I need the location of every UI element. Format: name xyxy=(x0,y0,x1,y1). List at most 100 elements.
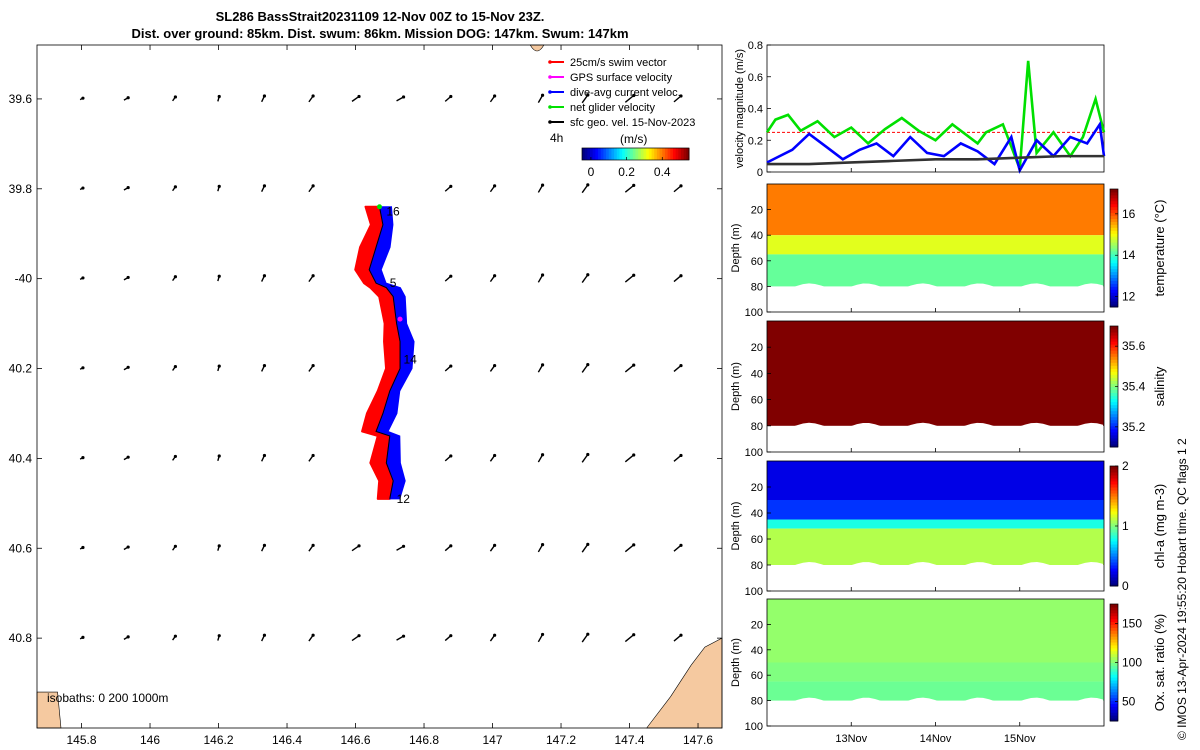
colorbar-cell xyxy=(1110,224,1118,228)
colorbar-cell xyxy=(1110,242,1118,246)
colorbar-cell xyxy=(635,148,639,160)
colorbar-cell xyxy=(1110,197,1118,202)
colorbar-frame xyxy=(581,147,690,161)
legend-label: GPS surface velocity xyxy=(570,72,673,84)
colorbar-cell xyxy=(1110,335,1118,339)
geo-vector-head xyxy=(493,274,497,278)
map-x-tick-label: 145.8 xyxy=(67,733,97,747)
colorbar-cell xyxy=(1110,413,1118,418)
heatmap-depth-label: Depth (m) xyxy=(730,224,742,273)
colorbar-tick-label: 14 xyxy=(1122,248,1136,262)
colorbar-cell xyxy=(1110,422,1118,427)
map-x-tick-label: 147 xyxy=(483,733,503,747)
geo-vector-head xyxy=(81,96,85,100)
colorbar-cell xyxy=(619,148,623,160)
geo-vector-head xyxy=(586,452,590,457)
title-line-2: Dist. over ground: 85km. Dist. swum: 86k… xyxy=(131,26,629,41)
heatmap-layer xyxy=(767,321,1104,426)
colorbar-cell xyxy=(1110,577,1118,581)
colorbar-cell xyxy=(683,148,687,160)
geo-vector-head xyxy=(217,274,221,278)
heatmap-layer xyxy=(767,662,1104,682)
geo-vector xyxy=(581,94,589,104)
heatmap-y-tick-label: 20 xyxy=(751,482,763,494)
geo-vector-head xyxy=(173,544,177,548)
colorbar-cell xyxy=(582,148,586,160)
qc-note: © IMOS 13-Apr-2024 19:55:20 Hobart time.… xyxy=(1175,438,1189,740)
geo-vector-head xyxy=(262,543,267,547)
geo-vector-head xyxy=(311,94,315,98)
colorbar-cell xyxy=(1110,338,1118,342)
geo-vector-head xyxy=(81,276,85,280)
colorbar-cell xyxy=(1110,289,1118,293)
colorbar-cell xyxy=(1110,389,1118,394)
colorbar-cell xyxy=(608,148,612,160)
geo-vector-head xyxy=(632,363,636,367)
heatmap-y-tick-label: 100 xyxy=(745,307,763,319)
map-y-tick-label: -40 xyxy=(15,272,33,286)
geo-vector-head xyxy=(401,95,406,99)
colorbar-cell xyxy=(1110,262,1118,267)
legend-swatch-head xyxy=(548,120,552,124)
colorbar-tick-label: 0 xyxy=(588,165,595,179)
geo-vector-head xyxy=(311,363,315,368)
geo-vector-head xyxy=(449,544,453,548)
geo-vector-head xyxy=(262,633,267,637)
colorbar-cell xyxy=(672,148,677,160)
heatmap-depth-label: Depth (m) xyxy=(730,638,742,687)
geo-vector-head xyxy=(632,183,636,187)
geo-vector-head xyxy=(81,456,85,460)
colorbar-cell xyxy=(1110,194,1118,199)
colorbar-cell xyxy=(611,148,615,160)
geo-vector xyxy=(581,274,589,283)
colorbar-cell xyxy=(1110,209,1118,214)
geo-vector-head xyxy=(540,632,545,637)
colorbar-cell xyxy=(1110,718,1118,722)
map-y-tick-label: 40.6 xyxy=(9,541,33,555)
colorbar-cell xyxy=(1110,212,1118,217)
colorbar-cell xyxy=(1110,437,1118,442)
colorbar-cell xyxy=(1110,523,1118,527)
geo-vector-head xyxy=(311,184,315,188)
colorbar-cell xyxy=(1110,277,1118,281)
colorbar-cell xyxy=(1110,505,1118,509)
time-tick-label: 13Nov xyxy=(835,733,867,745)
geo-vector-head xyxy=(540,542,545,547)
colorbar-cell xyxy=(622,148,626,160)
geo-vector-head xyxy=(540,453,545,457)
geo-vector-head xyxy=(449,364,453,368)
colorbar-unit: (m/s) xyxy=(620,132,647,146)
glider-track xyxy=(368,206,401,499)
geo-vector-head xyxy=(632,273,636,277)
colorbar-cell xyxy=(1110,496,1118,500)
heatmap-y-tick-label: 40 xyxy=(751,645,763,657)
colorbar-cell xyxy=(1110,206,1118,211)
time-tick-label: 14Nov xyxy=(920,733,952,745)
colorbar-cell xyxy=(1110,559,1118,563)
colorbar-cell xyxy=(1110,401,1118,406)
geo-vector-head xyxy=(632,453,636,457)
time-tick-label: 15Nov xyxy=(1004,733,1036,745)
day-label: 12 xyxy=(397,492,411,506)
geo-vector-head xyxy=(126,185,130,190)
velocity-axes-frame xyxy=(766,44,1105,173)
colorbar-cell xyxy=(1110,526,1118,530)
colorbar-frame xyxy=(1109,188,1119,308)
geo-vector xyxy=(624,544,635,553)
colorbar-cell xyxy=(1110,298,1118,302)
colorbar-cell xyxy=(606,148,610,160)
colorbar-cell xyxy=(1110,425,1118,430)
geo-vector-head xyxy=(449,274,453,278)
colorbar-tick-label: 12 xyxy=(1122,290,1136,304)
colorbar-cell xyxy=(1110,697,1118,702)
colorbar-cell xyxy=(1110,301,1118,305)
colorbar-cell xyxy=(1110,712,1118,716)
heatmap-y-tick-label: 20 xyxy=(751,342,763,354)
geo-vector xyxy=(581,184,589,194)
map-x-tick-label: 146 xyxy=(140,733,160,747)
geo-vector xyxy=(581,543,589,553)
colorbar-cell xyxy=(1110,236,1118,240)
colorbar-cell xyxy=(1110,490,1118,494)
colorbar-cell xyxy=(638,148,642,160)
geo-vector-head xyxy=(586,542,590,546)
